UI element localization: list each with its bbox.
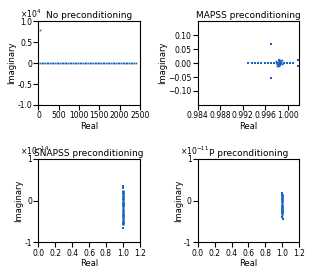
X-axis label: Real: Real [80, 259, 98, 268]
X-axis label: Real: Real [239, 122, 258, 131]
X-axis label: Real: Real [80, 122, 98, 131]
Y-axis label: Imaginary: Imaginary [7, 42, 16, 84]
Y-axis label: Imaginary: Imaginary [174, 179, 183, 222]
Text: $\times10^4$: $\times10^4$ [20, 7, 41, 20]
Text: $\times10^{-14}$: $\times10^{-14}$ [20, 145, 49, 157]
Y-axis label: Imaginary: Imaginary [158, 42, 167, 84]
Title: P preconditioning: P preconditioning [209, 149, 288, 158]
Text: $\times10^{-11}$: $\times10^{-11}$ [180, 145, 208, 157]
Title: MAPSS preconditioning: MAPSS preconditioning [196, 12, 301, 21]
Y-axis label: Imaginary: Imaginary [14, 179, 23, 222]
Title: No preconditioning: No preconditioning [46, 12, 132, 21]
X-axis label: Real: Real [239, 259, 258, 268]
Title: SNAPSS preconditioning: SNAPSS preconditioning [34, 149, 144, 158]
